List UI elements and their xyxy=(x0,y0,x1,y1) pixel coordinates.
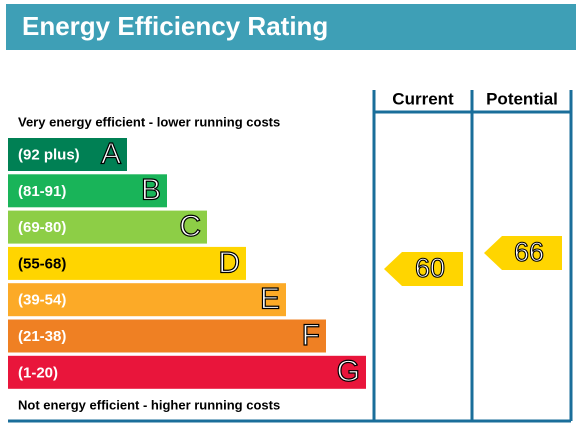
band-range: (1-20) xyxy=(18,364,58,381)
band-letter: F xyxy=(302,319,320,352)
band xyxy=(8,174,167,208)
band-letter: A xyxy=(101,137,121,170)
band-range: (55-68) xyxy=(18,255,66,272)
band-letter: G xyxy=(337,355,360,388)
top-note: Very energy efficient - lower running co… xyxy=(18,114,280,129)
column-header: Current xyxy=(392,89,454,108)
band-range: (39-54) xyxy=(18,292,66,309)
band-letter: E xyxy=(260,283,280,316)
title-bar xyxy=(6,4,576,50)
current-value: 60 xyxy=(415,253,445,283)
bottom-note: Not energy efficient - higher running co… xyxy=(18,397,280,412)
band xyxy=(8,246,246,280)
band-range: (69-80) xyxy=(18,219,66,236)
band-letter: D xyxy=(218,246,240,279)
band-letter: C xyxy=(179,210,201,243)
potential-value: 66 xyxy=(514,237,544,267)
band xyxy=(8,283,286,317)
column-header: Potential xyxy=(486,89,558,108)
band xyxy=(8,355,366,389)
band-range: (92 plus) xyxy=(18,146,80,163)
current-arrow xyxy=(384,252,463,286)
title: Energy Efficiency Rating xyxy=(22,11,328,41)
band-letter: B xyxy=(141,174,161,207)
band xyxy=(8,138,127,171)
band xyxy=(8,210,207,244)
bands: (92 plus) A (81-91) B (69-80) C (55-68) D (39-54… xyxy=(8,137,366,389)
band xyxy=(8,319,326,353)
band-range: (21-38) xyxy=(18,328,66,345)
potential-arrow xyxy=(484,236,562,270)
band-range: (81-91) xyxy=(18,183,66,200)
